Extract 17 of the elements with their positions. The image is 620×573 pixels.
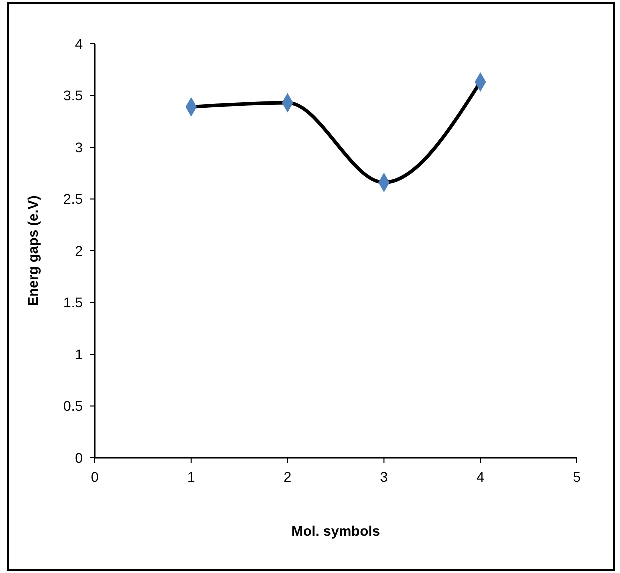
y-tick-label: 1.5 xyxy=(64,294,84,311)
y-tick-label: 3 xyxy=(75,139,84,156)
x-tick-label: 0 xyxy=(91,469,100,485)
x-tick-label: 5 xyxy=(573,469,582,485)
x-tick-label: 4 xyxy=(476,469,485,485)
x-tick-label: 1 xyxy=(188,469,196,485)
y-tick-label: 4 xyxy=(75,36,84,52)
x-axis-title: Mol. symbols xyxy=(292,523,381,539)
x-tick-label: 2 xyxy=(284,469,292,485)
x-tick-label: 3 xyxy=(380,469,388,485)
y-axis-title: Energ gaps (e.V) xyxy=(25,196,41,306)
y-tick-label: 2 xyxy=(75,242,84,259)
y-tick-label: 3.5 xyxy=(64,88,84,104)
y-tick-label: 2.5 xyxy=(64,191,84,208)
y-tick-label: 0 xyxy=(75,450,84,466)
y-tick-label: 1 xyxy=(75,346,84,362)
y-tick-label: 0.5 xyxy=(64,398,84,414)
